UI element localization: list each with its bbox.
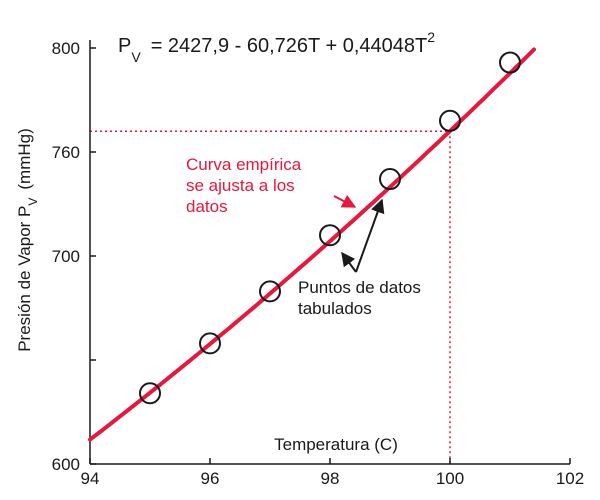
points-annotation-arrow-2 <box>355 198 385 273</box>
equation-superscript: 2 <box>427 29 435 45</box>
data-point <box>499 51 521 74</box>
curve-annotation-line-2: se ajusta a los <box>186 176 295 195</box>
data-point <box>319 224 341 247</box>
equation: PV = 2427,9 - 60,726T + 0,44048T2 <box>118 29 435 65</box>
x-axis-label: Temperatura (C) <box>274 435 398 454</box>
fit-curve-layer <box>88 47 536 442</box>
points-annotation-line-1: Puntos de datos <box>298 278 421 297</box>
points-annotation-line-2: tabulados <box>298 299 372 318</box>
curve-annotation: Curva empírica se ajusta a los datos <box>186 155 306 216</box>
equation-subscript: V <box>131 49 141 65</box>
equation-rhs: = 2427,9 - 60,726T + 0,44048T <box>151 35 428 57</box>
data-point <box>439 109 461 132</box>
data-points <box>139 51 521 405</box>
axes: 94 96 98 100 102 600 700 760 800 <box>52 39 585 488</box>
y-tick-label: 800 <box>52 39 80 58</box>
points-annotation-arrow-1 <box>341 251 357 273</box>
equation-symbol: P <box>118 35 131 57</box>
reference-lines <box>90 130 451 464</box>
fit-curve <box>88 47 536 442</box>
y-axis-label-unit: (mmHg) <box>15 128 34 189</box>
data-point <box>379 168 401 191</box>
curve-annotation-line-3: datos <box>186 197 228 216</box>
x-tick-label: 94 <box>81 469 100 488</box>
y-tick-label: 760 <box>52 143 80 162</box>
x-tick-label: 100 <box>436 469 464 488</box>
curve-annotation-line-1: Curva empírica <box>186 155 302 174</box>
points-annotation: Puntos de datos tabulados <box>298 278 426 318</box>
y-axis-label: Presión de Vapor PV (mmHg) <box>15 128 40 352</box>
x-tick-label: 102 <box>556 469 584 488</box>
curve-annotation-arrow <box>333 194 357 208</box>
x-tick-label: 98 <box>321 469 340 488</box>
y-axis-label-main: Presión de Vapor P <box>15 206 34 352</box>
y-tick-label: 600 <box>52 455 80 474</box>
y-tick-label: 700 <box>52 247 80 266</box>
x-tick-label: 96 <box>201 469 220 488</box>
data-point <box>199 332 221 355</box>
data-point <box>139 382 161 405</box>
y-axis-label-subscript: V <box>26 198 40 206</box>
data-point <box>259 280 281 303</box>
